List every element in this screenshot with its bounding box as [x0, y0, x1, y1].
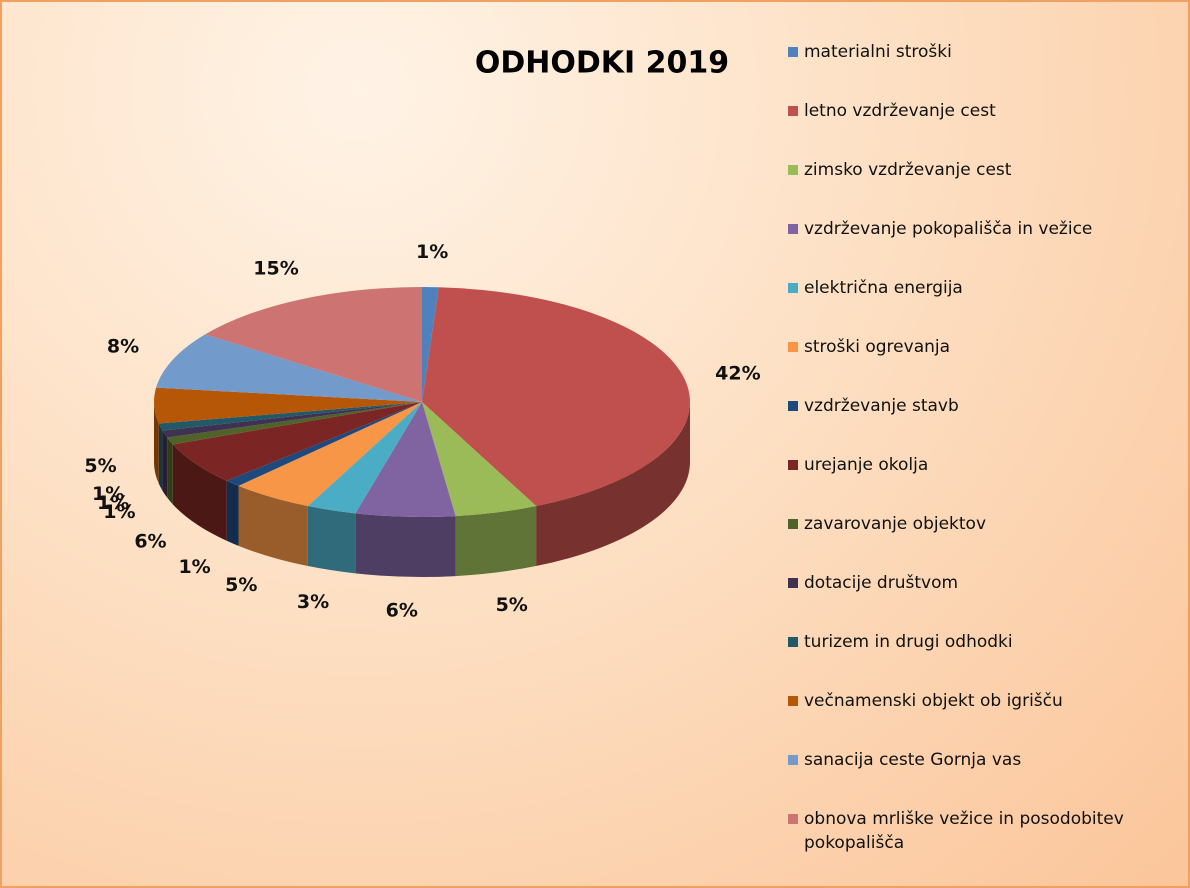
data-label: 5% [225, 574, 257, 596]
slice-side [167, 437, 173, 505]
legend-item: sanacija ceste Gornja vas [788, 748, 1178, 807]
slice-side [172, 444, 227, 541]
data-label: 1% [103, 501, 135, 523]
legend-swatch [788, 47, 798, 57]
chart-title: ODHODKI 2019 [475, 46, 729, 81]
legend-label: turizem in drugi odhodki [804, 632, 1013, 652]
legend-swatch [788, 578, 798, 588]
data-label: 1% [178, 556, 210, 578]
data-label: 1% [92, 483, 124, 505]
legend-label: sanacija ceste Gornja vas [804, 750, 1022, 770]
legend-label: urejanje okolja [804, 455, 929, 475]
legend-item: stroški ogrevanja [788, 335, 1178, 394]
slice-side [307, 506, 356, 574]
pie-slice [205, 287, 422, 402]
pie-slice [422, 287, 690, 507]
legend-label: letno vzdrževanje cest [804, 101, 996, 121]
pie-slice [162, 402, 422, 438]
legend-label: zimsko vzdrževanje cest [804, 160, 1012, 180]
data-label: 5% [84, 455, 116, 477]
legend-swatch [788, 519, 798, 529]
pie-slice [167, 402, 422, 445]
data-label: 6% [134, 531, 166, 553]
slice-side [226, 480, 239, 546]
legend: materialni stroški letno vzdrževanje cest… [788, 40, 1178, 866]
pie-slice [422, 402, 537, 517]
data-label: 1% [97, 492, 129, 514]
slice-side [158, 423, 163, 491]
legend-label: večnamenski objekt ob igrišču [804, 691, 1063, 711]
slice-side [154, 402, 159, 484]
pie-slice [154, 387, 422, 424]
legend-label: dotacije društvom [804, 573, 959, 593]
legend-swatch [788, 401, 798, 411]
legend-swatch [788, 106, 798, 116]
slice-side [455, 506, 537, 577]
pie-slice [226, 402, 422, 486]
slice-side [238, 485, 308, 567]
pie-slice [355, 402, 456, 517]
legend-label: električna energija [804, 278, 963, 298]
slice-side [536, 402, 690, 567]
legend-item: vzdrževanje pokopališča in vežice [788, 217, 1178, 276]
legend-label: zavarovanje objektov [804, 514, 987, 534]
data-label: 8% [107, 335, 139, 357]
legend-item: obnova mrliške vežice in posodobitev pok… [788, 807, 1178, 866]
legend-item: vzdrževanje stavb [788, 394, 1178, 453]
legend-label: vzdrževanje stavb [804, 396, 959, 416]
legend-swatch [788, 342, 798, 352]
legend-item: materialni stroški [788, 40, 1178, 99]
legend-swatch [788, 755, 798, 765]
legend-swatch [788, 165, 798, 175]
legend-swatch [788, 460, 798, 470]
legend-item: večnamenski objekt ob igrišču [788, 689, 1178, 748]
legend-swatch [788, 814, 798, 824]
pie-slice [422, 287, 439, 402]
legend-item: urejanje okolja [788, 453, 1178, 512]
legend-label: vzdrževanje pokopališča in vežice [804, 219, 1093, 239]
pie-slice [307, 402, 422, 514]
legend-swatch [788, 637, 798, 647]
legend-swatch [788, 224, 798, 234]
pie-slice [156, 334, 422, 402]
slice-side [162, 430, 168, 498]
data-label: 3% [297, 591, 329, 613]
data-label: 15% [253, 257, 298, 279]
data-label: 6% [386, 600, 418, 622]
legend-swatch [788, 283, 798, 293]
legend-item: dotacije društvom [788, 571, 1178, 630]
legend-item: zimsko vzdrževanje cest [788, 158, 1178, 217]
legend-label: obnova mrliške vežice in posodobitev pok… [804, 809, 1124, 853]
data-label: 1% [416, 241, 448, 263]
legend-swatch [788, 696, 798, 706]
pie-slice [158, 402, 422, 431]
legend-label: stroški ogrevanja [804, 337, 951, 357]
slice-side [355, 513, 456, 577]
data-label: 42% [715, 362, 760, 384]
legend-item: turizem in drugi odhodki [788, 630, 1178, 689]
legend-item: zavarovanje objektov [788, 512, 1178, 571]
pie-slice [238, 402, 422, 507]
pie-slice [172, 402, 422, 481]
data-label: 5% [496, 594, 528, 616]
legend-item: letno vzdrževanje cest [788, 99, 1178, 158]
legend-item: električna energija [788, 276, 1178, 335]
legend-label: materialni stroški [804, 42, 952, 62]
